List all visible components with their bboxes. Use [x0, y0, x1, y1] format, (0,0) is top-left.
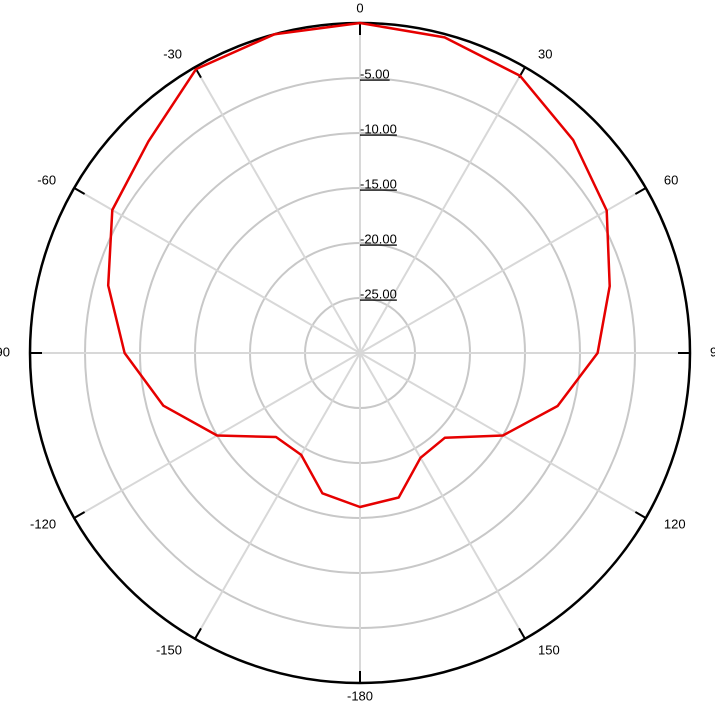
angle-tick: [74, 512, 84, 518]
angle-tick: [74, 188, 84, 194]
angle-label: 60: [664, 172, 678, 187]
radial-label: -5.00: [360, 66, 390, 81]
spoke: [74, 188, 360, 353]
angle-tick: [195, 628, 201, 638]
radial-label: -25.00: [360, 286, 397, 301]
angle-label: -180: [347, 688, 373, 703]
angle-label: -150: [156, 642, 182, 657]
angle-tick: [635, 188, 645, 194]
angle-tick: [635, 512, 645, 518]
angle-label: 0: [356, 0, 363, 15]
radial-label: -15.00: [360, 176, 397, 191]
angle-label: 90: [710, 344, 715, 359]
angle-label: -120: [30, 516, 56, 531]
pattern-line: [108, 23, 610, 507]
spoke: [195, 67, 360, 353]
angle-label: -30: [163, 47, 182, 62]
angle-label: 150: [538, 642, 560, 657]
radial-label: -10.00: [360, 121, 397, 136]
spoke: [360, 353, 525, 639]
angle-label: 30: [538, 47, 552, 62]
radial-label: -20.00: [360, 231, 397, 246]
angle-label: -60: [37, 172, 56, 187]
spoke: [195, 353, 360, 639]
angle-label: 120: [664, 516, 686, 531]
angle-label: -90: [0, 344, 10, 359]
angle-tick: [519, 628, 525, 638]
spoke: [360, 67, 525, 353]
